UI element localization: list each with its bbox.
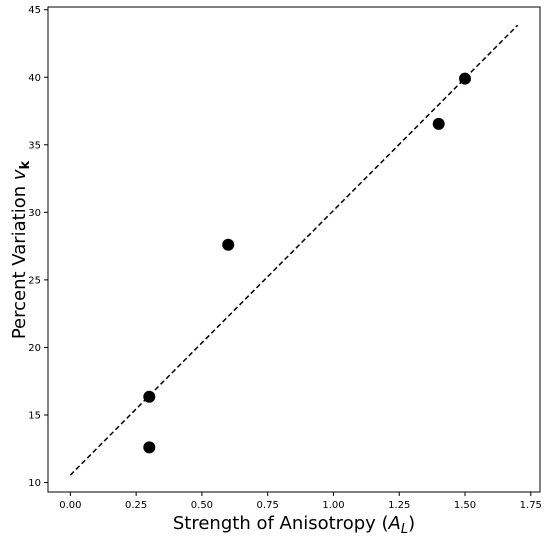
x-axis-title-prefix: Strength of Anisotropy ( — [173, 513, 389, 534]
x-axis-title-symbol: A — [388, 513, 401, 534]
fit-line — [69, 24, 519, 476]
x-tick-label: 1.75 — [520, 500, 542, 511]
y-axis-ticks: 10 15 20 25 30 35 40 45 — [28, 5, 48, 489]
x-tick-label: 0.25 — [125, 500, 147, 511]
x-tick-label: 0.75 — [257, 500, 279, 511]
y-tick-label: 10 — [28, 478, 41, 489]
data-point — [222, 238, 235, 251]
y-tick-label: 20 — [28, 343, 41, 354]
data-point — [143, 441, 156, 454]
y-tick-label: 25 — [28, 275, 41, 286]
y-axis-title-prefix: Percent Variation — [9, 180, 30, 339]
plot-frame — [47, 6, 541, 493]
y-axis-title-subscript: k — [18, 160, 33, 169]
x-axis-title-subscript: L — [401, 522, 408, 537]
y-tick-label: 45 — [28, 5, 41, 16]
plot-marks — [69, 24, 519, 476]
x-tick-label: 1.50 — [454, 500, 476, 511]
y-axis-title: Percent Variation vk — [9, 160, 33, 339]
data-point — [432, 117, 445, 130]
x-axis-ticks: 0.00 0.25 0.50 0.75 1.00 1.25 1.50 1.75 — [59, 492, 542, 511]
y-axis-title-symbol: v — [9, 169, 30, 180]
y-tick-label: 40 — [28, 73, 41, 84]
x-tick-label: 1.00 — [322, 500, 344, 511]
data-point — [459, 72, 472, 85]
y-tick-label: 30 — [28, 208, 41, 219]
y-tick-label: 15 — [28, 410, 41, 421]
x-tick-label: 1.25 — [388, 500, 410, 511]
x-tick-label: 0.50 — [191, 500, 213, 511]
data-point — [143, 390, 156, 403]
y-tick-label: 35 — [28, 140, 41, 151]
x-axis-title-suffix: ) — [408, 513, 415, 534]
x-tick-label: 0.00 — [59, 500, 81, 511]
x-axis-title: Strength of Anisotropy (AL) — [173, 513, 415, 537]
